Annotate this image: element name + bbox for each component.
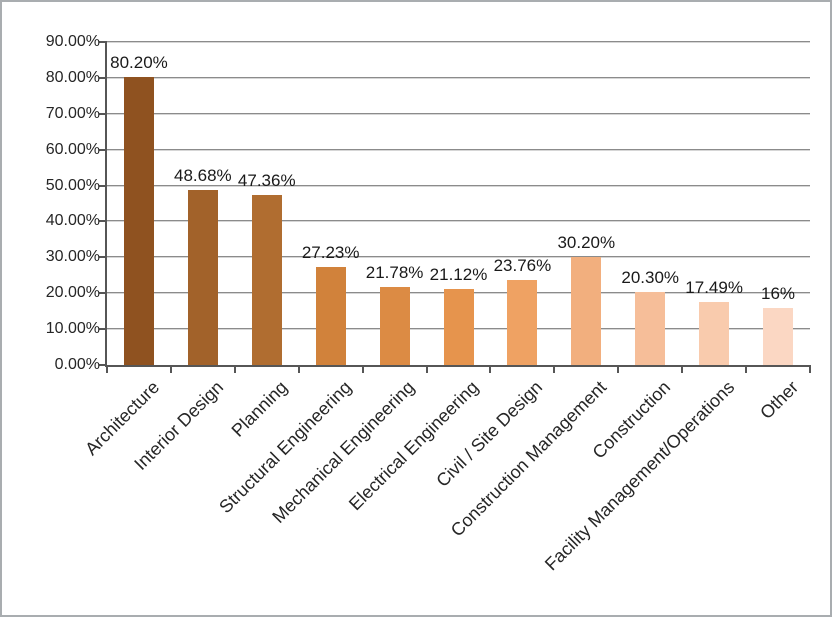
bar xyxy=(571,256,602,365)
y-axis-label: 70.00% xyxy=(45,105,100,122)
data-label: 17.49% xyxy=(685,278,743,298)
x-axis-tick xyxy=(233,365,236,373)
gridline xyxy=(107,220,810,222)
bar xyxy=(379,286,410,365)
x-axis-tick xyxy=(489,365,492,373)
y-axis-tick xyxy=(99,256,107,258)
bar xyxy=(315,267,346,365)
x-axis-tick xyxy=(553,365,556,373)
bar xyxy=(699,302,730,365)
x-axis-tick xyxy=(106,365,108,373)
y-axis-tick xyxy=(99,220,107,222)
bar xyxy=(635,292,666,365)
gridline xyxy=(107,113,810,115)
bar xyxy=(507,279,538,365)
y-axis-label: 50.00% xyxy=(45,177,100,194)
gridline xyxy=(107,185,810,187)
y-axis-tick xyxy=(99,185,107,187)
bar xyxy=(763,307,794,365)
y-axis-tick xyxy=(99,149,107,151)
gridline xyxy=(107,41,810,43)
y-axis-label: 0.00% xyxy=(54,356,100,373)
y-axis-label: 40.00% xyxy=(45,212,100,229)
data-label: 21.12% xyxy=(429,265,488,285)
x-axis-tick xyxy=(809,365,811,373)
x-axis-tick xyxy=(361,365,364,373)
data-label: 16% xyxy=(761,283,796,303)
data-label: 47.36% xyxy=(237,171,296,191)
data-label: 21.78% xyxy=(365,262,424,282)
x-axis-tick xyxy=(617,365,620,373)
category-label: Other xyxy=(756,377,803,423)
data-label: 20.30% xyxy=(621,268,680,288)
y-axis-tick xyxy=(99,364,107,366)
bar xyxy=(443,289,474,365)
data-label: 27.23% xyxy=(301,243,360,263)
x-axis-tick xyxy=(169,365,172,373)
y-axis-tick xyxy=(99,41,107,43)
y-axis-label: 60.00% xyxy=(45,141,100,158)
gridline xyxy=(107,77,810,79)
gridline xyxy=(107,256,810,258)
data-label: 30.20% xyxy=(557,232,616,252)
x-axis-tick xyxy=(681,365,684,373)
y-axis-label: 80.00% xyxy=(45,69,100,86)
y-axis-label: 20.00% xyxy=(45,284,100,301)
y-axis-label: 30.00% xyxy=(45,248,100,265)
y-axis-tick xyxy=(99,328,107,330)
y-axis-label: 10.00% xyxy=(45,320,100,337)
category-label: Planning xyxy=(227,377,291,441)
y-axis-label: 90.00% xyxy=(45,33,100,50)
x-axis-line xyxy=(105,365,810,367)
data-label: 48.68% xyxy=(174,166,232,186)
gridline xyxy=(107,149,810,151)
y-axis-tick xyxy=(99,77,107,79)
y-axis-line xyxy=(105,42,107,367)
data-label: 23.76% xyxy=(493,255,552,275)
bar xyxy=(123,77,154,365)
x-axis-tick xyxy=(745,365,748,373)
x-axis-tick xyxy=(297,365,300,373)
y-axis-tick xyxy=(99,292,107,294)
bar xyxy=(187,190,218,365)
y-axis-tick xyxy=(99,113,107,115)
bar xyxy=(251,195,282,365)
data-label: 80.20% xyxy=(110,53,168,73)
x-axis-tick xyxy=(425,365,428,373)
